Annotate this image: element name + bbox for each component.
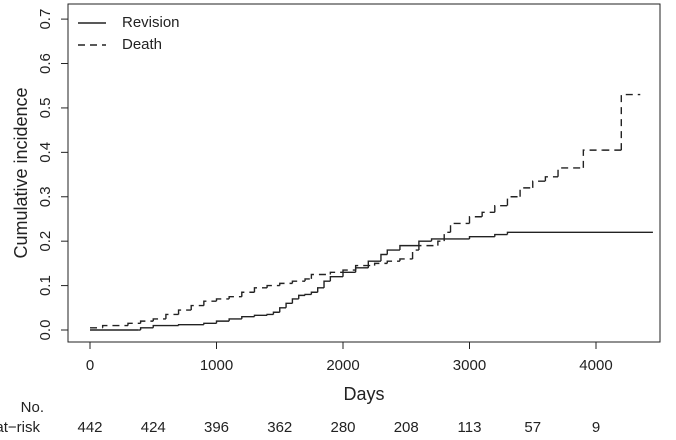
x-tick-label: 2000 bbox=[326, 357, 359, 374]
step-segment bbox=[253, 314, 268, 317]
step-segment bbox=[557, 167, 584, 177]
step-segment bbox=[437, 240, 445, 246]
step-segment bbox=[532, 180, 546, 188]
at-risk-count: 362 bbox=[267, 419, 292, 436]
step-segment bbox=[418, 244, 438, 251]
step-segment bbox=[494, 233, 508, 237]
step-segment bbox=[310, 291, 318, 295]
at-risk-count: 113 bbox=[458, 419, 482, 436]
step-segment bbox=[228, 318, 242, 322]
step-segment bbox=[228, 295, 242, 299]
step-segment bbox=[430, 238, 470, 242]
step-segment bbox=[373, 262, 388, 266]
step-segment bbox=[203, 300, 217, 306]
step-segment bbox=[127, 322, 141, 326]
step-segment bbox=[380, 253, 388, 262]
step-segment bbox=[291, 280, 306, 284]
step-segment bbox=[298, 294, 306, 299]
step-segment bbox=[304, 293, 312, 296]
step-segment bbox=[494, 204, 508, 213]
step-segment bbox=[481, 211, 495, 217]
step-segment bbox=[582, 149, 603, 168]
step-segment bbox=[190, 304, 204, 311]
step-segment bbox=[443, 231, 451, 242]
step-segment bbox=[177, 309, 192, 315]
step-segment bbox=[272, 311, 280, 315]
at-risk-count: 424 bbox=[141, 419, 166, 436]
step-segment bbox=[399, 244, 419, 251]
step-segment bbox=[177, 323, 204, 326]
y-tick-label: 0.3 bbox=[37, 186, 54, 207]
step-segment bbox=[519, 187, 533, 197]
step-segment bbox=[386, 249, 400, 255]
step-segment bbox=[323, 280, 331, 288]
step-segment bbox=[279, 282, 293, 286]
x-tick-label: 3000 bbox=[453, 357, 486, 374]
step-segment bbox=[544, 176, 559, 182]
x-axis-label: Days bbox=[343, 384, 384, 404]
step-segment bbox=[386, 260, 400, 264]
step-segment bbox=[620, 93, 641, 151]
at-risk-label: at−risk bbox=[0, 419, 40, 436]
plot-frame bbox=[67, 3, 661, 343]
step-segment bbox=[241, 291, 255, 297]
step-segment bbox=[304, 278, 312, 282]
step-segment bbox=[449, 222, 470, 233]
step-segment bbox=[241, 315, 255, 319]
at-risk-count: 396 bbox=[204, 419, 229, 436]
step-segment bbox=[101, 324, 128, 328]
step-segment bbox=[279, 307, 287, 313]
step-segment bbox=[139, 320, 154, 324]
at-risk-count: 280 bbox=[330, 419, 355, 436]
y-tick-label: 0.1 bbox=[37, 275, 54, 296]
step-segment bbox=[506, 196, 521, 206]
legend-label: Death bbox=[122, 36, 162, 53]
at-risk-count: 442 bbox=[77, 419, 102, 436]
at-risk-count: 9 bbox=[592, 419, 600, 436]
step-segment bbox=[152, 324, 179, 328]
step-segment bbox=[468, 236, 495, 239]
step-segment bbox=[506, 231, 653, 235]
y-tick-label: 0.6 bbox=[37, 53, 54, 74]
step-segment bbox=[139, 327, 154, 331]
step-segment bbox=[310, 273, 331, 279]
at-risk-count: 57 bbox=[524, 419, 541, 436]
step-segment bbox=[468, 216, 483, 224]
step-segment bbox=[354, 267, 369, 273]
step-segment bbox=[203, 322, 217, 325]
step-segment bbox=[215, 320, 230, 324]
at-risk-count: 208 bbox=[394, 419, 419, 436]
y-tick-label: 0.4 bbox=[37, 142, 54, 163]
step-segment bbox=[266, 284, 280, 288]
x-tick-label: 4000 bbox=[579, 357, 612, 374]
step-segment bbox=[152, 318, 166, 322]
legend-label: Revision bbox=[122, 14, 180, 31]
step-segment bbox=[291, 298, 299, 304]
x-tick-label: 1000 bbox=[200, 357, 233, 374]
x-tick-label: 0 bbox=[86, 357, 94, 374]
y-tick-label: 0.5 bbox=[37, 98, 54, 119]
step-segment bbox=[266, 313, 274, 316]
y-tick-label: 0.2 bbox=[37, 231, 54, 252]
y-tick-label: 0.0 bbox=[37, 320, 54, 341]
step-segment bbox=[329, 271, 344, 275]
at-risk-label: No. bbox=[21, 399, 44, 416]
step-segment bbox=[215, 298, 230, 302]
step-segment bbox=[329, 276, 344, 282]
step-segment bbox=[342, 269, 356, 273]
step-segment bbox=[354, 264, 375, 271]
step-segment bbox=[342, 271, 356, 277]
step-segment bbox=[165, 313, 179, 319]
step-segment bbox=[399, 258, 413, 262]
step-segment bbox=[285, 302, 293, 308]
step-segment bbox=[317, 287, 325, 293]
step-segment bbox=[411, 249, 419, 259]
y-tick-label: 0.7 bbox=[37, 9, 54, 30]
step-segment bbox=[253, 287, 268, 293]
y-axis-label: Cumulative incidence bbox=[11, 87, 31, 258]
step-segment bbox=[418, 240, 432, 246]
